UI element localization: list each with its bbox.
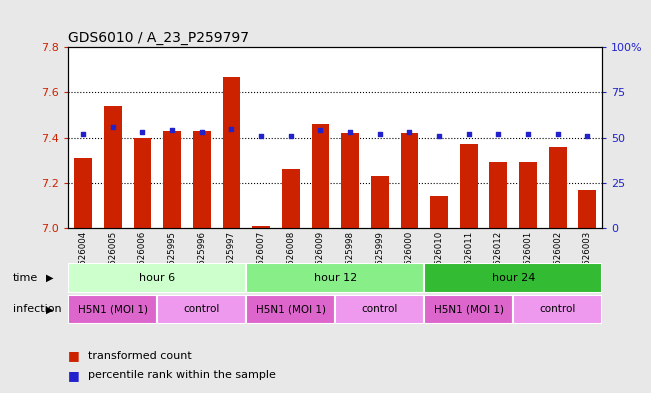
Text: control: control	[540, 305, 576, 314]
Bar	[549, 147, 566, 228]
Text: hour 12: hour 12	[314, 273, 357, 283]
Point	[464, 131, 474, 137]
Point	[167, 127, 177, 134]
Text: ■: ■	[68, 349, 80, 362]
Bar	[68, 263, 246, 293]
Bar	[424, 295, 513, 324]
Text: GDS6010 / A_23_P259797: GDS6010 / A_23_P259797	[68, 31, 249, 45]
Bar	[158, 295, 246, 324]
Bar	[68, 295, 158, 324]
Text: H5N1 (MOI 1): H5N1 (MOI 1)	[434, 305, 504, 314]
Bar	[519, 162, 537, 228]
Point	[78, 131, 89, 137]
Text: hour 24: hour 24	[492, 273, 535, 283]
Bar	[246, 263, 424, 293]
Bar	[163, 131, 181, 228]
Bar	[74, 158, 92, 228]
Point	[315, 127, 326, 134]
Bar	[104, 106, 122, 228]
Bar	[430, 196, 448, 228]
Text: H5N1 (MOI 1): H5N1 (MOI 1)	[78, 305, 148, 314]
Point	[434, 132, 444, 139]
Point	[197, 129, 207, 135]
Text: ▶: ▶	[46, 305, 54, 314]
Point	[137, 129, 148, 135]
Point	[493, 131, 504, 137]
Bar	[282, 169, 299, 228]
Text: transformed count: transformed count	[88, 351, 191, 361]
Text: percentile rank within the sample: percentile rank within the sample	[88, 370, 276, 380]
Text: ■: ■	[68, 369, 80, 382]
Bar	[371, 176, 389, 228]
Point	[553, 131, 563, 137]
Point	[374, 131, 385, 137]
Text: ▶: ▶	[46, 273, 54, 283]
Bar	[490, 162, 507, 228]
Point	[345, 129, 355, 135]
Point	[227, 125, 237, 132]
Text: control: control	[361, 305, 398, 314]
Text: hour 6: hour 6	[139, 273, 175, 283]
Bar	[341, 133, 359, 228]
Bar	[133, 138, 152, 228]
Point	[582, 132, 592, 139]
Text: control: control	[184, 305, 220, 314]
Bar	[252, 226, 270, 228]
Bar	[579, 189, 596, 228]
Bar	[460, 144, 478, 228]
Bar	[424, 263, 602, 293]
Bar	[223, 77, 240, 228]
Text: time: time	[13, 273, 38, 283]
Bar	[513, 295, 602, 324]
Bar	[246, 295, 335, 324]
Point	[107, 123, 118, 130]
Bar	[400, 133, 419, 228]
Bar	[335, 295, 424, 324]
Point	[523, 131, 533, 137]
Bar	[312, 124, 329, 228]
Point	[256, 132, 266, 139]
Text: infection: infection	[13, 305, 62, 314]
Bar	[193, 131, 211, 228]
Point	[404, 129, 415, 135]
Point	[286, 132, 296, 139]
Text: H5N1 (MOI 1): H5N1 (MOI 1)	[256, 305, 326, 314]
